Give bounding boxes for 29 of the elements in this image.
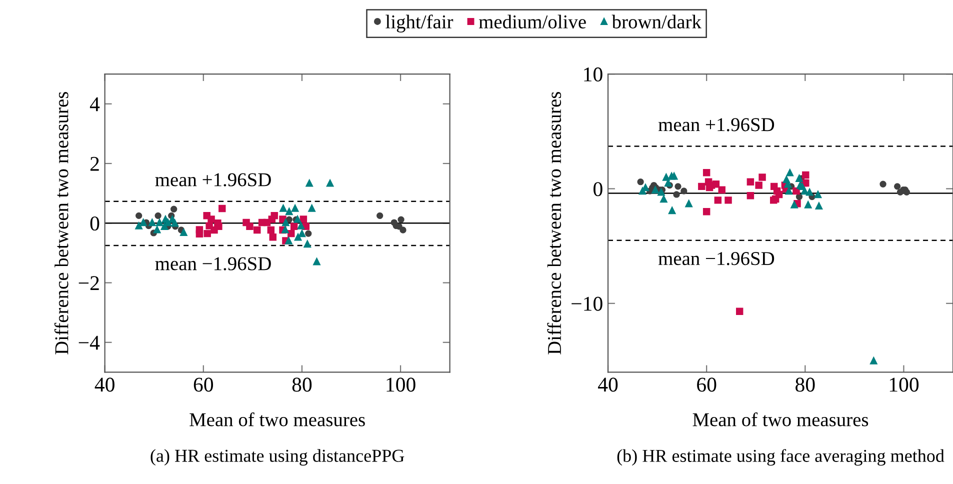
y-tick-label: −4 xyxy=(78,336,100,350)
y-tick-label: 4 xyxy=(90,97,100,112)
legend-label: medium/olive xyxy=(478,14,586,28)
x-tick-label: 60 xyxy=(697,378,716,392)
legend-label: brown/dark xyxy=(612,14,702,28)
ref-line-label: mean −1.96SD xyxy=(155,257,271,270)
y-tick-label: 2 xyxy=(90,156,99,171)
y-tick-label: 0 xyxy=(90,216,100,231)
x-tick-label: 100 xyxy=(386,378,416,392)
y-tick-label: −10 xyxy=(572,296,602,311)
y-axis-title: Difference between two measures xyxy=(54,92,68,354)
y-tick-label: 10 xyxy=(584,67,602,82)
text: (b) HR estimate using face averaging method xyxy=(617,449,944,466)
y-axis-title: Difference between two measures xyxy=(547,92,562,354)
legend-label: light/fair xyxy=(386,14,454,32)
x-axis-title: Mean of two measures xyxy=(190,412,365,426)
x-tick-label: 60 xyxy=(194,378,214,392)
ref-line-label: mean −1.96SD xyxy=(658,252,774,266)
x-tick-label: 80 xyxy=(292,378,312,392)
x-axis-title: Mean of two measures xyxy=(692,412,868,426)
x-tick-label: 80 xyxy=(796,378,815,392)
x-tick-label: 100 xyxy=(890,378,919,392)
ref-line-label: mean +1.96SD xyxy=(155,173,271,186)
y-tick-label: 0 xyxy=(594,182,602,196)
x-tick-label: 40 xyxy=(94,378,114,392)
text: (a) HR estimate using distancePPG xyxy=(150,449,404,466)
ref-line-label: mean +1.96SD xyxy=(658,118,774,132)
y-tick-label: −2 xyxy=(78,276,99,290)
x-tick-label: 40 xyxy=(598,378,618,392)
